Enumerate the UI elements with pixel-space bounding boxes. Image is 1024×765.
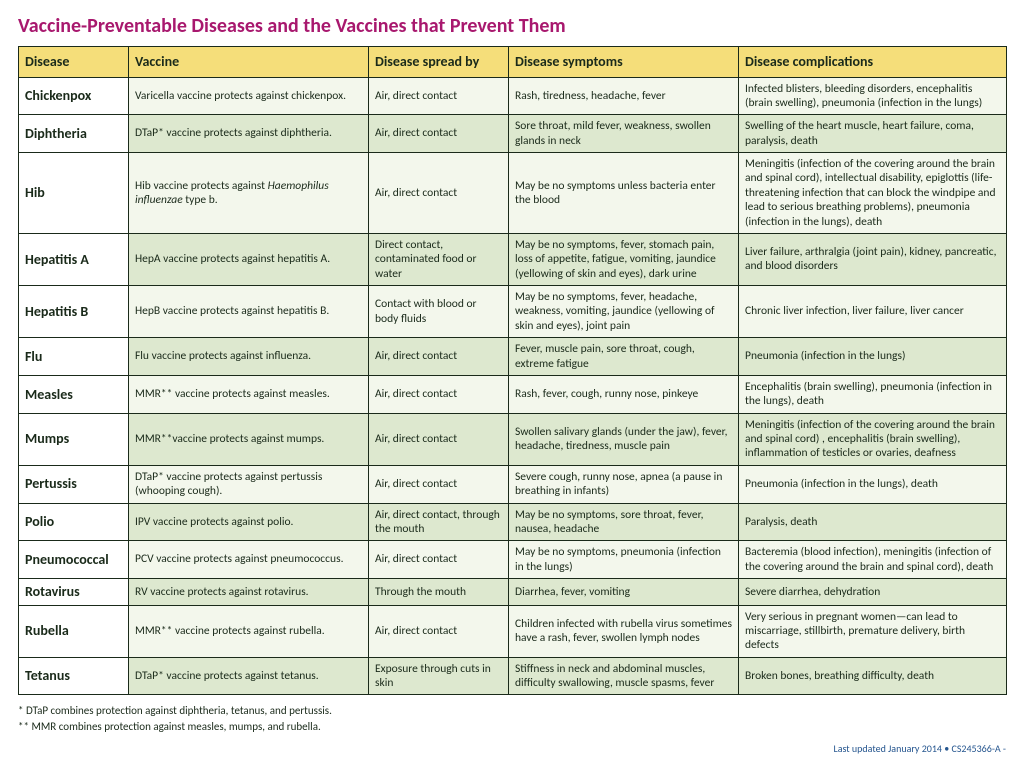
spread-cell: Air, direct contact	[369, 338, 509, 376]
spread-cell: Direct contact, contaminated food or wat…	[369, 233, 509, 285]
disease-cell: Rotavirus	[19, 579, 129, 606]
complications-cell: Liver failure, arthralgia (joint pain), …	[739, 233, 1007, 285]
vaccine-cell: PCV vaccine protects against pneumococcu…	[129, 541, 369, 579]
disease-cell: Tetanus	[19, 657, 129, 695]
table-header-row: DiseaseVaccineDisease spread byDisease s…	[19, 47, 1007, 78]
vaccine-cell: Hib vaccine protects against Haemophilus…	[129, 153, 369, 234]
disease-cell: Pneumococcal	[19, 541, 129, 579]
vaccine-cell: Flu vaccine protects against influenza.	[129, 338, 369, 376]
complications-cell: Chronic liver infection, liver failure, …	[739, 286, 1007, 338]
disease-cell: Mumps	[19, 413, 129, 465]
table-row: PertussisDTaP* vaccine protects against …	[19, 465, 1007, 503]
complications-cell: Pneumonia (infection in the lungs), deat…	[739, 465, 1007, 503]
disease-cell: Rubella	[19, 605, 129, 657]
spread-cell: Air, direct contact	[369, 541, 509, 579]
symptoms-cell: Sore throat, mild fever, weakness, swoll…	[509, 115, 739, 153]
symptoms-cell: Rash, fever, cough, runny nose, pinkeye	[509, 375, 739, 413]
table-row: HibHib vaccine protects against Haemophi…	[19, 153, 1007, 234]
vaccine-cell: HepA vaccine protects against hepatitis …	[129, 233, 369, 285]
vaccine-cell: DTaP* vaccine protects against diphtheri…	[129, 115, 369, 153]
disease-cell: Diphtheria	[19, 115, 129, 153]
symptoms-cell: May be no symptoms unless bacteria enter…	[509, 153, 739, 234]
page-title: Vaccine-Preventable Diseases and the Vac…	[18, 14, 1006, 38]
table-row: MeaslesMMR** vaccine protects against me…	[19, 375, 1007, 413]
symptoms-cell: Fever, muscle pain, sore throat, cough, …	[509, 338, 739, 376]
table-header-cell: Vaccine	[129, 47, 369, 78]
table-row: MumpsMMR**vaccine protects against mumps…	[19, 413, 1007, 465]
spread-cell: Air, direct contact	[369, 153, 509, 234]
disease-cell: Hepatitis B	[19, 286, 129, 338]
table-row: FluFlu vaccine protects against influenz…	[19, 338, 1007, 376]
footnote-line: ** MMR combines protection against measl…	[18, 719, 1006, 734]
table-row: RotavirusRV vaccine protects against rot…	[19, 579, 1007, 606]
vaccine-cell: Varicella vaccine protects against chick…	[129, 77, 369, 115]
symptoms-cell: Stiffness in neck and abdominal muscles,…	[509, 657, 739, 695]
complications-cell: Bacteremia (blood infection), meningitis…	[739, 541, 1007, 579]
spread-cell: Air, direct contact	[369, 375, 509, 413]
complications-cell: Pneumonia (infection in the lungs)	[739, 338, 1007, 376]
table-header-cell: Disease complications	[739, 47, 1007, 78]
disease-cell: Pertussis	[19, 465, 129, 503]
disease-cell: Polio	[19, 503, 129, 541]
spread-cell: Air, direct contact	[369, 605, 509, 657]
spread-cell: Exposure through cuts in skin	[369, 657, 509, 695]
spread-cell: Air, direct contact	[369, 413, 509, 465]
complications-cell: Very serious in pregnant women—can lead …	[739, 605, 1007, 657]
disease-cell: Hib	[19, 153, 129, 234]
table-header-cell: Disease	[19, 47, 129, 78]
vaccine-cell: DTaP* vaccine protects against pertussis…	[129, 465, 369, 503]
vaccine-cell: RV vaccine protects against rotavirus.	[129, 579, 369, 606]
complications-cell: Meningitis (infection of the covering ar…	[739, 413, 1007, 465]
table-header-cell: Disease symptoms	[509, 47, 739, 78]
symptoms-cell: May be no symptoms, pneumonia (infection…	[509, 541, 739, 579]
symptoms-cell: Rash, tiredness, headache, fever	[509, 77, 739, 115]
symptoms-cell: Severe cough, runny nose, apnea (a pause…	[509, 465, 739, 503]
table-body: ChickenpoxVaricella vaccine protects aga…	[19, 77, 1007, 695]
complications-cell: Broken bones, breathing difficulty, deat…	[739, 657, 1007, 695]
spread-cell: Air, direct contact	[369, 465, 509, 503]
symptoms-cell: Diarrhea, fever, vomiting	[509, 579, 739, 606]
complications-cell: Encephalitis (brain swelling), pneumonia…	[739, 375, 1007, 413]
table-row: DiphtheriaDTaP* vaccine protects against…	[19, 115, 1007, 153]
vaccine-cell: MMR**vaccine protects against mumps.	[129, 413, 369, 465]
symptoms-cell: Children infected with rubella virus som…	[509, 605, 739, 657]
table-row: RubellaMMR** vaccine protects against ru…	[19, 605, 1007, 657]
table-row: TetanusDTaP* vaccine protects against te…	[19, 657, 1007, 695]
footnotes: * DTaP combines protection against dipht…	[18, 703, 1006, 734]
complications-cell: Meningitis (infection of the covering ar…	[739, 153, 1007, 234]
complications-cell: Infected blisters, bleeding disorders, e…	[739, 77, 1007, 115]
table-head: DiseaseVaccineDisease spread byDisease s…	[19, 47, 1007, 78]
symptoms-cell: Swollen salivary glands (under the jaw),…	[509, 413, 739, 465]
symptoms-cell: May be no symptoms, fever, headache, wea…	[509, 286, 739, 338]
spread-cell: Contact with blood or body fluids	[369, 286, 509, 338]
symptoms-cell: May be no symptoms, fever, stomach pain,…	[509, 233, 739, 285]
table-header-cell: Disease spread by	[369, 47, 509, 78]
complications-cell: Swelling of the heart muscle, heart fail…	[739, 115, 1007, 153]
complications-cell: Paralysis, death	[739, 503, 1007, 541]
symptoms-cell: May be no symptoms, sore throat, fever, …	[509, 503, 739, 541]
disease-cell: Measles	[19, 375, 129, 413]
table-row: PneumococcalPCV vaccine protects against…	[19, 541, 1007, 579]
footer-right: Last updated January 2014 • CS245366-A -	[834, 742, 1006, 755]
vaccine-table: DiseaseVaccineDisease spread byDisease s…	[18, 46, 1007, 695]
spread-cell: Through the mouth	[369, 579, 509, 606]
disease-cell: Hepatitis A	[19, 233, 129, 285]
complications-cell: Severe diarrhea, dehydration	[739, 579, 1007, 606]
footnote-line: * DTaP combines protection against dipht…	[18, 703, 1006, 718]
table-row: Hepatitis BHepB vaccine protects against…	[19, 286, 1007, 338]
vaccine-cell: DTaP* vaccine protects against tetanus.	[129, 657, 369, 695]
disease-cell: Flu	[19, 338, 129, 376]
vaccine-cell: IPV vaccine protects against polio.	[129, 503, 369, 541]
table-row: PolioIPV vaccine protects against polio.…	[19, 503, 1007, 541]
table-row: ChickenpoxVaricella vaccine protects aga…	[19, 77, 1007, 115]
table-row: Hepatitis AHepA vaccine protects against…	[19, 233, 1007, 285]
vaccine-cell: MMR** vaccine protects against measles.	[129, 375, 369, 413]
spread-cell: Air, direct contact, through the mouth	[369, 503, 509, 541]
vaccine-cell: HepB vaccine protects against hepatitis …	[129, 286, 369, 338]
spread-cell: Air, direct contact	[369, 77, 509, 115]
spread-cell: Air, direct contact	[369, 115, 509, 153]
disease-cell: Chickenpox	[19, 77, 129, 115]
vaccine-cell: MMR** vaccine protects against rubella.	[129, 605, 369, 657]
